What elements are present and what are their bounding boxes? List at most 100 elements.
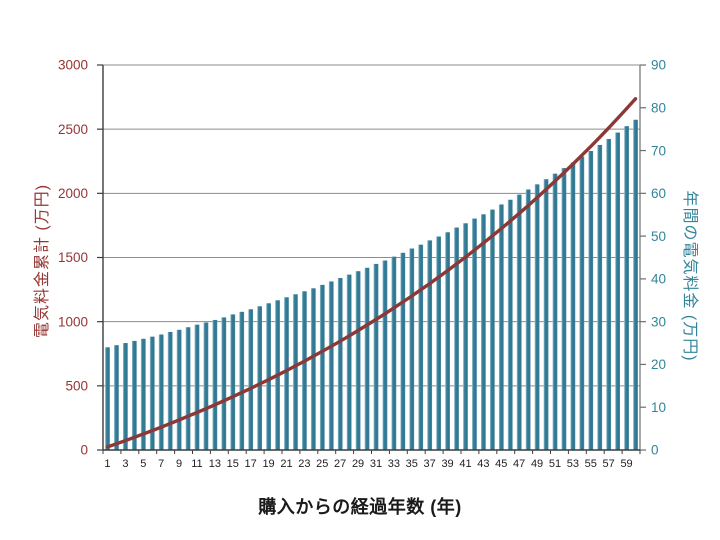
bar [427, 240, 433, 450]
x-axis-tick-label: 33 [388, 458, 400, 470]
bar [543, 179, 549, 450]
x-axis-tick-label: 49 [531, 458, 543, 470]
right-axis-tick-label: 20 [651, 357, 666, 372]
bar [409, 248, 415, 450]
bar [525, 189, 531, 450]
bar [570, 162, 576, 451]
x-axis-tick-label: 41 [459, 458, 471, 470]
x-axis-tick-label: 43 [477, 458, 489, 470]
x-axis-tick-label: 47 [513, 458, 525, 470]
x-axis-tick-label: 5 [140, 458, 146, 470]
bar [516, 194, 522, 450]
x-axis-tick-label: 15 [227, 458, 239, 470]
bar [203, 322, 209, 450]
bar [302, 291, 307, 450]
x-axis-tick-label: 31 [370, 458, 382, 470]
x-axis-tick-label: 9 [176, 458, 182, 470]
bar [552, 173, 558, 450]
right-axis-tick-label: 50 [651, 229, 666, 244]
bar [373, 263, 379, 450]
right-axis-tick-label: 10 [651, 400, 666, 415]
bar [606, 139, 612, 450]
bar [498, 204, 504, 450]
bar [472, 218, 477, 450]
bar [436, 236, 441, 450]
bar [579, 156, 585, 451]
right-axis-tick-label: 70 [651, 143, 666, 158]
bar [615, 132, 620, 451]
right-axis-tick-label: 90 [651, 58, 666, 73]
x-axis-tick-label: 29 [352, 458, 364, 470]
x-axis-tick-label: 1 [104, 458, 110, 470]
x-axis-tick-label: 23 [298, 458, 310, 470]
bar [212, 319, 218, 450]
bar [355, 271, 361, 450]
bar [319, 284, 325, 450]
right-axis-title: 年間の電気料金 (万円) [681, 190, 698, 362]
x-axis-tick-label: 37 [424, 458, 436, 470]
bar [328, 281, 334, 450]
x-axis-tick-label: 7 [158, 458, 164, 470]
cumulative-line [105, 97, 638, 449]
bar [230, 314, 236, 450]
bar [176, 329, 182, 450]
x-axis-tick-label: 55 [585, 458, 597, 470]
bar [633, 119, 638, 450]
bar [418, 244, 424, 450]
x-axis-tick-label: 27 [334, 458, 346, 470]
x-axis-tick-label: 3 [122, 458, 128, 470]
left-axis-tick-label: 2000 [58, 186, 88, 201]
bar [248, 309, 254, 450]
bar [561, 168, 567, 450]
x-axis-tick-label: 57 [603, 458, 615, 470]
x-axis-tick-label: 53 [567, 458, 579, 470]
x-axis-tick-label: 13 [209, 458, 221, 470]
bar [149, 336, 155, 450]
x-axis-tick-label: 45 [495, 458, 507, 470]
x-axis-tick-label: 21 [280, 458, 292, 470]
x-axis-tick-label: 39 [441, 458, 453, 470]
bar [105, 347, 110, 450]
bar [266, 303, 271, 450]
bar [624, 126, 629, 450]
bar [131, 340, 137, 450]
bar [597, 144, 603, 450]
x-axis-tick-label: 19 [262, 458, 274, 470]
right-axis-tick-label: 40 [651, 272, 666, 287]
left-axis-tick-label: 1000 [58, 314, 88, 329]
bar [310, 288, 316, 450]
right-axis-tick-label: 0 [651, 443, 659, 458]
x-axis-tick-label: 59 [620, 458, 632, 470]
bar [123, 343, 128, 450]
bar [239, 311, 245, 450]
bar [364, 267, 370, 450]
bar [454, 227, 459, 450]
right-axis-tick-label: 30 [651, 314, 666, 329]
bar [185, 327, 191, 450]
bar [391, 256, 397, 450]
bar [221, 317, 227, 450]
x-axis-tick-label: 35 [406, 458, 418, 470]
bar [382, 260, 388, 450]
bar [194, 324, 200, 450]
bar [507, 199, 513, 450]
bar [114, 345, 119, 450]
bar [257, 306, 262, 450]
bar [463, 223, 468, 450]
x-axis-tick-label: 25 [316, 458, 328, 470]
x-axis-tick-label: 11 [191, 458, 202, 470]
bar [167, 331, 173, 450]
left-axis-tick-label: 0 [80, 443, 88, 458]
bar [158, 334, 164, 450]
left-axis-title: 電気料金累計 (万円) [34, 183, 51, 339]
left-axis-tick-label: 3000 [58, 58, 88, 73]
bar [337, 278, 343, 450]
bar [481, 214, 486, 450]
bar [588, 150, 594, 450]
x-axis-title: 購入からの経過年数 (年) [258, 497, 462, 517]
bar [534, 184, 540, 450]
left-axis-tick-label: 500 [65, 379, 88, 394]
bar [346, 274, 352, 450]
